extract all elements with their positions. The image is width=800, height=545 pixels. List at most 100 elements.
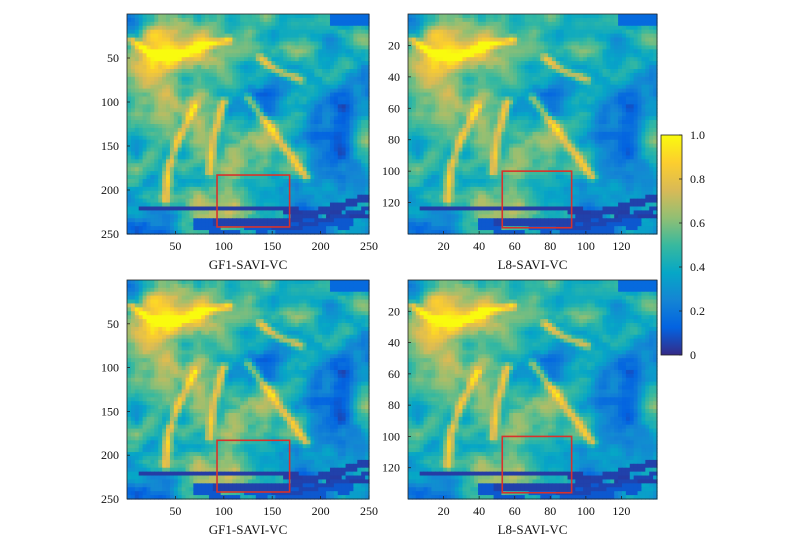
heatmap-cell	[244, 139, 249, 145]
heatmap-cell	[142, 151, 148, 157]
heatmap-cell	[283, 104, 288, 109]
heatmap-cell	[322, 14, 327, 19]
heatmap-cell	[283, 116, 288, 121]
heatmap-cell	[548, 65, 553, 70]
heatmap-cell	[228, 218, 233, 223]
heatmap-cell	[306, 80, 312, 86]
heatmap-cell	[134, 112, 140, 117]
heatmap-cell	[169, 69, 175, 74]
heatmap-cell	[462, 72, 467, 78]
heatmap-cell	[466, 21, 471, 27]
heatmap-cell	[236, 53, 241, 58]
heatmap-cell	[571, 69, 576, 74]
heatmap-cell	[193, 147, 198, 153]
heatmap-cell	[267, 29, 273, 35]
heatmap-cell	[283, 108, 288, 113]
heatmap-cell	[146, 25, 152, 31]
heatmap-cell	[302, 53, 308, 58]
heatmap-cell	[532, 65, 537, 70]
heatmap-cell	[337, 167, 343, 172]
heatmap-cell	[275, 88, 280, 94]
heatmap-cell	[283, 167, 288, 172]
heatmap-cell	[345, 92, 351, 98]
heatmap-cell	[181, 175, 187, 180]
heatmap-cell	[505, 80, 510, 86]
heatmap-cell	[177, 61, 183, 66]
heatmap-cell	[649, 57, 654, 62]
heatmap-cell	[146, 222, 152, 227]
heatmap-cell	[298, 80, 304, 86]
heatmap-cell	[294, 29, 300, 35]
plot-frame	[126, 13, 370, 235]
heatmap-cell	[540, 29, 545, 35]
heatmap-cell	[645, 17, 650, 23]
heatmap-cell	[551, 53, 557, 58]
heatmap-cell	[349, 69, 354, 74]
heatmap-cell	[142, 127, 148, 133]
heatmap-cell	[594, 57, 600, 62]
heatmap-cell	[314, 222, 319, 227]
heatmap-cell	[427, 65, 432, 70]
heatmap-cell	[446, 21, 452, 27]
heatmap-cell	[618, 49, 623, 54]
heatmap-cell	[470, 69, 475, 74]
heatmap-cell	[450, 49, 456, 54]
heatmap-cell	[185, 17, 191, 23]
heatmap-cell	[333, 14, 339, 19]
heatmap-cell	[146, 202, 152, 208]
heatmap-cell	[306, 143, 312, 149]
heatmap-cell	[146, 33, 152, 39]
heatmap-cell	[193, 88, 198, 94]
heatmap-cell	[146, 57, 152, 62]
heatmap-cell	[208, 202, 214, 208]
heatmap-cell	[173, 49, 179, 54]
heatmap-cell	[540, 65, 545, 70]
heatmap-cell	[244, 104, 249, 109]
heatmap-cell	[154, 214, 159, 219]
heatmap-cell	[150, 139, 155, 145]
heatmap-cell	[259, 155, 265, 160]
heatmap-cell	[326, 104, 331, 109]
heatmap-cell	[337, 37, 343, 43]
heatmap-cell	[365, 171, 370, 176]
heatmap-cell	[532, 69, 537, 74]
heatmap-cell	[333, 21, 339, 27]
heatmap-cell	[333, 198, 339, 204]
heatmap-cell	[244, 80, 249, 86]
heatmap-cell	[201, 84, 206, 90]
heatmap-cell	[146, 218, 152, 223]
heatmap-cell	[232, 49, 237, 54]
heatmap-cell	[329, 92, 335, 98]
heatmap-cell	[462, 25, 467, 31]
heatmap-cell	[189, 151, 194, 157]
heatmap-cell	[361, 69, 366, 74]
heatmap-cell	[579, 29, 584, 35]
heatmap-cell	[193, 21, 198, 27]
heatmap-cell	[443, 49, 448, 54]
heatmap-cell	[134, 17, 140, 23]
heatmap-cell	[649, 45, 654, 50]
heatmap-cell	[544, 49, 549, 54]
heatmap-cell	[298, 108, 304, 113]
heatmap-cell	[177, 194, 183, 200]
heatmap-cell	[169, 120, 175, 125]
heatmap-cell	[244, 202, 249, 208]
heatmap-cell	[329, 120, 335, 125]
heatmap-cell	[185, 61, 191, 66]
heatmap-cell	[169, 61, 175, 66]
heatmap-cell	[228, 116, 233, 121]
heatmap-cell	[586, 57, 592, 62]
heatmap-cell	[201, 69, 206, 74]
heatmap-cell	[130, 198, 136, 204]
heatmap-cell	[169, 131, 175, 137]
heatmap-cell	[637, 37, 643, 43]
heatmap-cell	[318, 69, 323, 74]
heatmap-cell	[361, 88, 366, 94]
heatmap-cell	[337, 69, 343, 74]
heatmap-cell	[271, 108, 276, 113]
heatmap-cell	[259, 57, 265, 62]
heatmap-cell	[536, 25, 541, 31]
heatmap-cell	[318, 190, 323, 196]
heatmap-cell	[314, 198, 319, 204]
heatmap-cell	[298, 14, 304, 19]
